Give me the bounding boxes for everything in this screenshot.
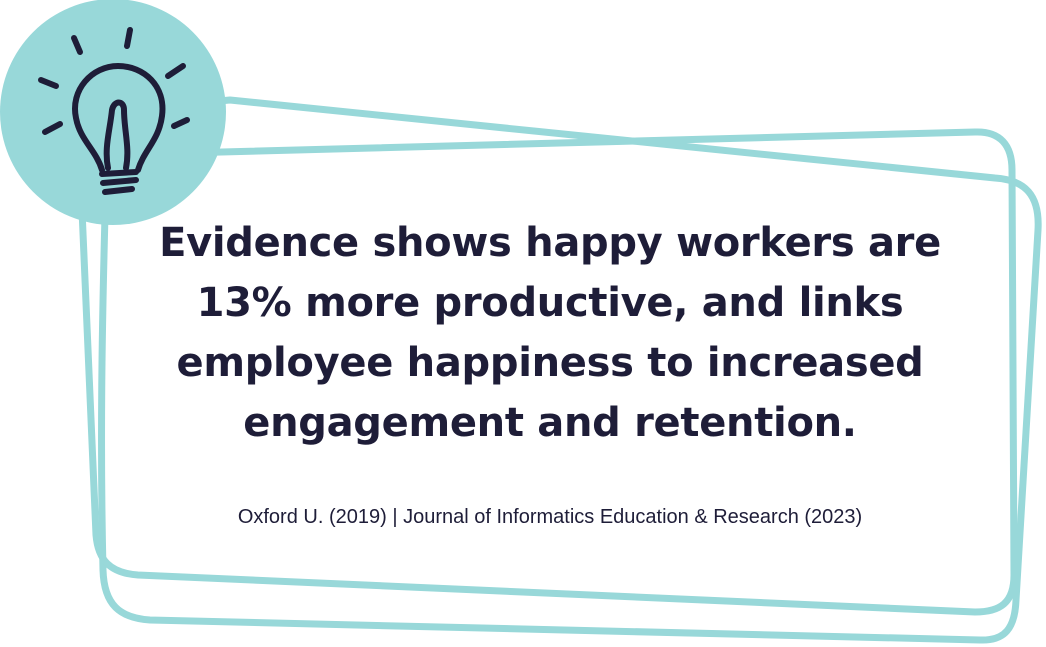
back-frame (98, 96, 1042, 644)
quote-text: Evidence shows happy workers are 13% mor… (159, 220, 941, 446)
source-citation: Oxford U. (2019) | Journal of Informatic… (237, 506, 863, 528)
lightbulb-icon (38, 27, 190, 195)
lightbulb-badge (0, 0, 226, 225)
